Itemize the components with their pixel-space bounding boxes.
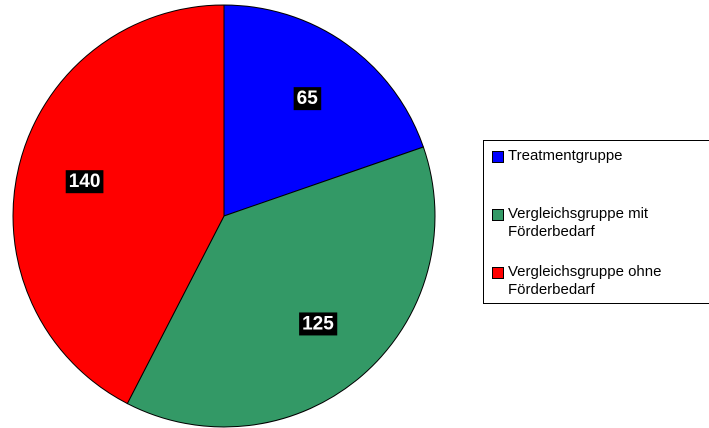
legend-swatch bbox=[492, 209, 504, 221]
legend-label: Vergleichsgruppe ohne Förderbedarf bbox=[508, 263, 662, 298]
pie-slice bbox=[12, 4, 225, 405]
legend-swatch bbox=[492, 151, 504, 163]
legend-label: Vergleichsgruppe mit Förderbedarf bbox=[508, 205, 649, 240]
data-label-bg bbox=[293, 87, 322, 111]
pie-slice bbox=[126, 146, 436, 428]
data-label: 125 bbox=[302, 313, 334, 334]
data-label-bg bbox=[299, 312, 338, 336]
legend-item: Vergleichsgruppe mit Förderbedarf bbox=[492, 205, 709, 241]
data-label-bg bbox=[65, 170, 104, 194]
legend-item: Vergleichsgruppe ohne Förderbedarf bbox=[492, 263, 709, 299]
data-label: 140 bbox=[69, 171, 101, 192]
legend: Treatmentgruppe Vergleichsgruppe mit Förd… bbox=[483, 140, 709, 304]
legend-swatch bbox=[492, 267, 504, 279]
legend-label: Treatmentgruppe bbox=[508, 147, 623, 164]
pie-slice bbox=[223, 4, 425, 217]
data-label: 65 bbox=[297, 88, 319, 109]
legend-item: Treatmentgruppe bbox=[492, 147, 709, 165]
